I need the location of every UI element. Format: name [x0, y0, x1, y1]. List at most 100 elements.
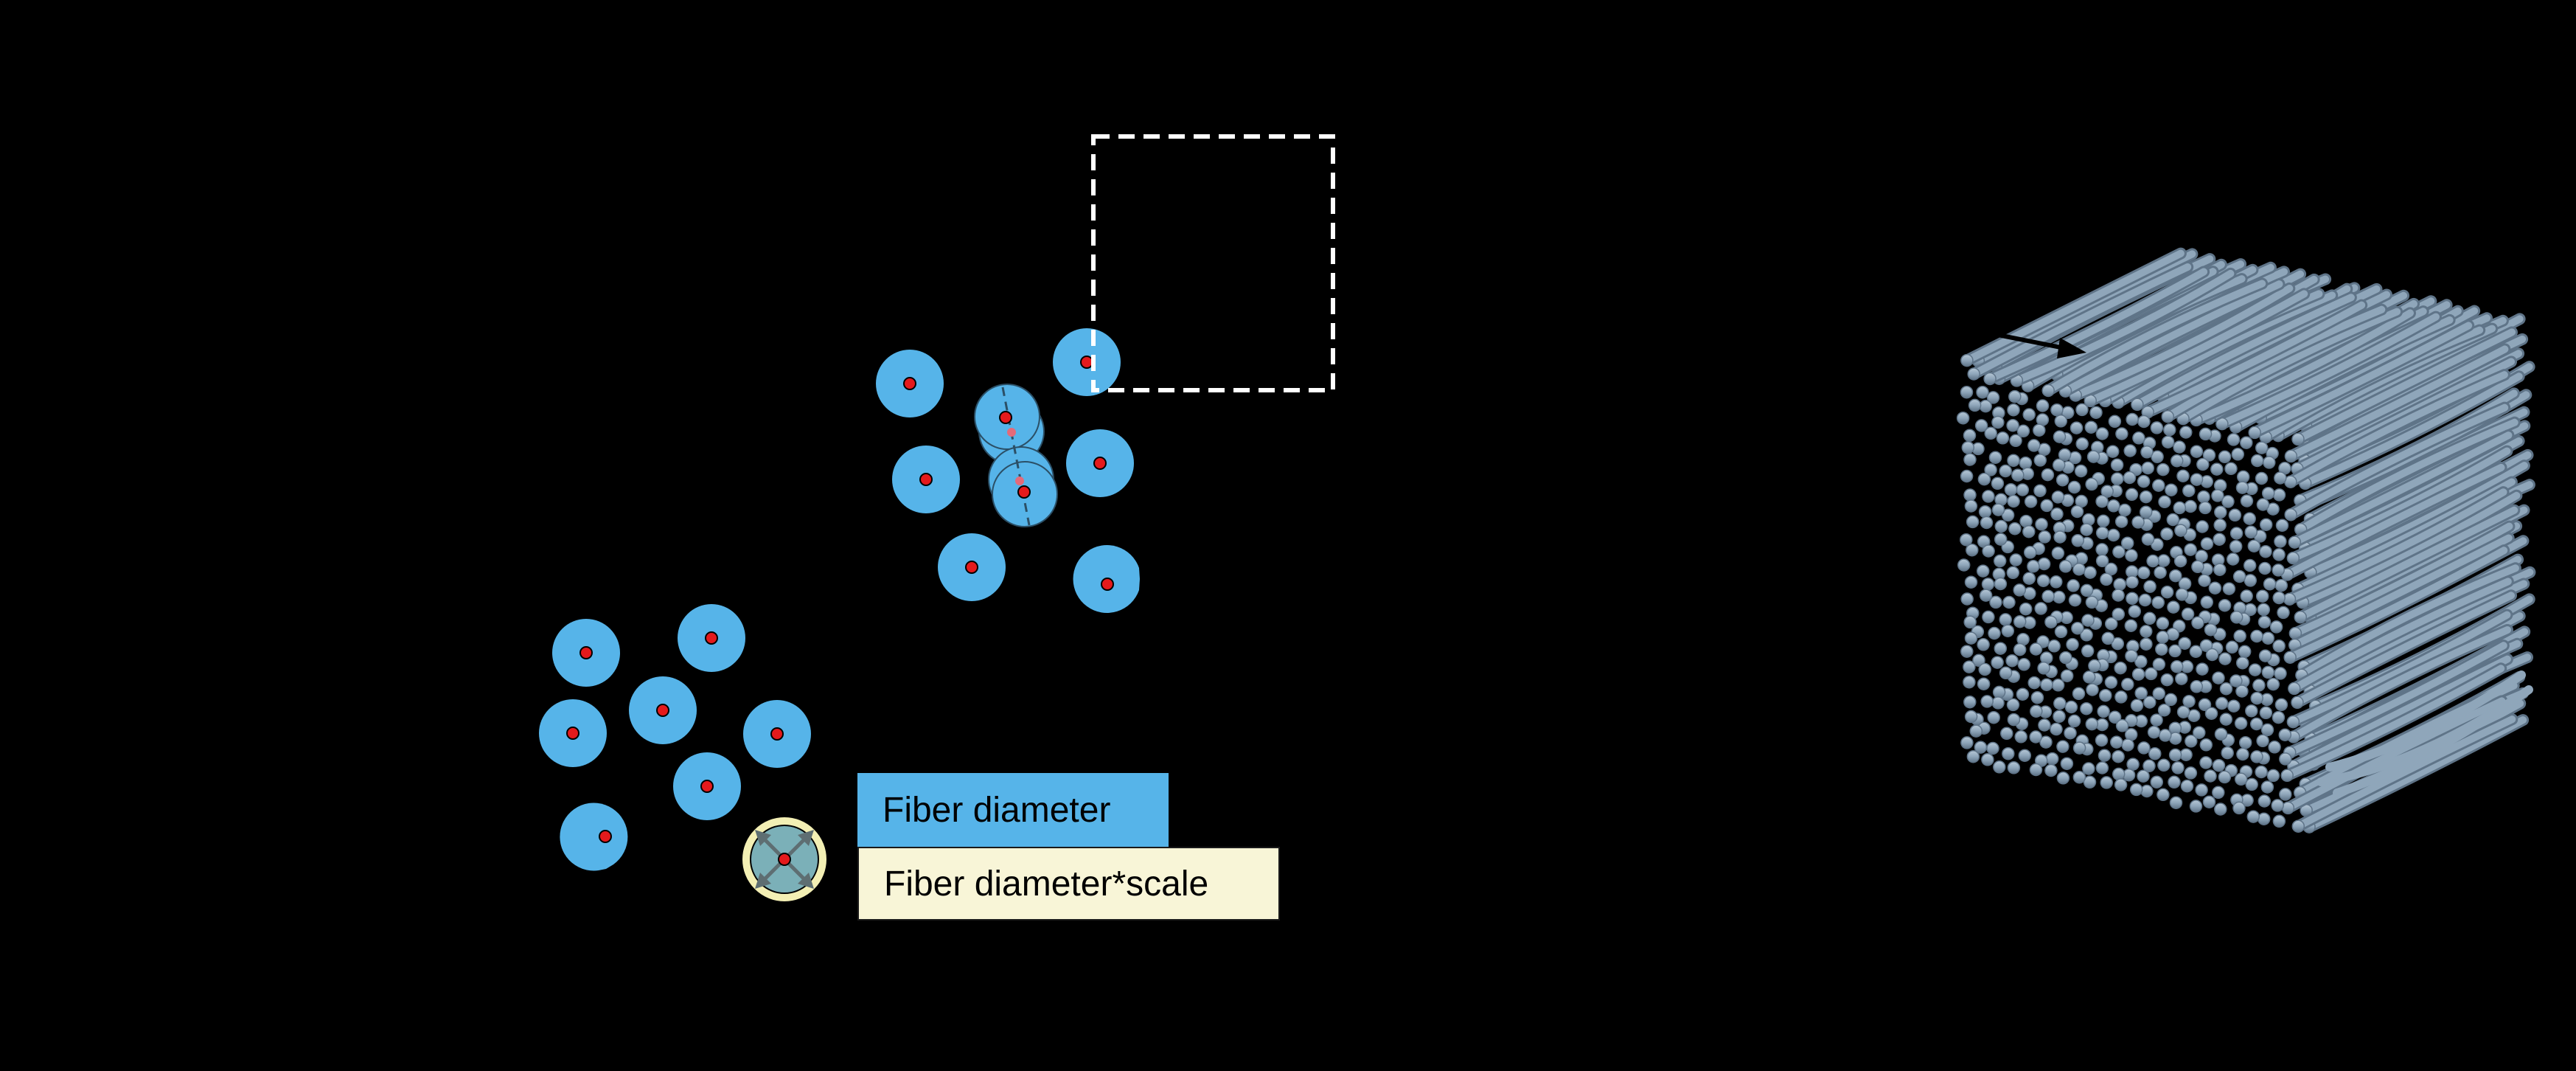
fiber-cross-section-icon	[743, 700, 811, 768]
fiber-end	[2113, 578, 2126, 591]
fiber-end	[1993, 760, 2006, 774]
fiber-end	[2030, 690, 2044, 704]
fiber-end	[2045, 752, 2059, 766]
fiber-end	[2196, 457, 2210, 471]
fiber-end	[2250, 454, 2264, 468]
fiber-end	[2151, 595, 2165, 609]
fiber-end	[2231, 448, 2245, 461]
fiber-end	[2004, 482, 2018, 496]
fiber-end	[2179, 426, 2193, 439]
fiber-end	[2200, 537, 2214, 550]
fiber-end	[2271, 799, 2284, 812]
fiber-end	[2112, 767, 2126, 781]
fiber-end	[2256, 498, 2270, 511]
fiber-end	[2111, 472, 2124, 485]
fiber-end	[2240, 494, 2254, 507]
fiber-end	[2212, 758, 2226, 772]
fiber-end	[2008, 389, 2022, 403]
fiber-end	[2259, 706, 2273, 720]
fiber-end	[1980, 695, 1994, 708]
fiber-rod-highlight	[2294, 592, 2515, 707]
fiber-end	[2235, 481, 2249, 494]
fiber-end	[2199, 427, 2213, 441]
fiber-end	[2054, 625, 2068, 639]
upper-fiber-cluster	[876, 328, 1140, 613]
fiber-end	[2037, 662, 2050, 675]
fiber-end	[2125, 649, 2138, 662]
fiber-end	[2072, 741, 2086, 755]
fiber-end	[2272, 591, 2286, 605]
fiber-end	[2141, 461, 2155, 475]
fiber-end	[2029, 642, 2043, 656]
fiber-end	[2082, 670, 2096, 684]
fiber-end	[2069, 421, 2084, 434]
fiber-end	[2067, 714, 2081, 728]
fiber-end	[2143, 696, 2156, 709]
fiber-end	[2252, 679, 2266, 692]
fiber-end	[2027, 439, 2041, 452]
fiber-rod-highlight	[1963, 249, 2185, 364]
fiber-end	[2080, 628, 2093, 642]
fiber-end	[2260, 780, 2274, 794]
fiber-end	[2250, 750, 2263, 763]
fiber-end	[2131, 668, 2145, 681]
fiber-end	[2029, 763, 2043, 777]
fiber-end	[1967, 367, 1980, 381]
legend-fiber-diameter-label: Fiber diameter	[883, 790, 1111, 830]
fiber-end	[2085, 595, 2099, 609]
fiber-end	[1963, 429, 1977, 443]
fiber-end	[2033, 484, 2047, 497]
fiber-rod-highlight	[2297, 506, 2518, 621]
fiber-end	[2050, 722, 2063, 736]
fiber-end	[1972, 654, 1985, 668]
fiber-end	[2053, 710, 2066, 723]
fiber-rod-highlight	[2286, 371, 2508, 486]
fiber-cross-section-icon	[539, 699, 607, 767]
fiber-end	[2082, 762, 2095, 775]
fiber-end	[2139, 505, 2153, 519]
fiber-end	[2130, 699, 2144, 713]
fiber-end	[2104, 562, 2118, 576]
fiber-end	[2108, 415, 2122, 429]
fiber-end	[2041, 589, 2055, 603]
fiber-end	[2259, 544, 2272, 558]
fiber-end	[2110, 458, 2124, 471]
fiber-end	[1956, 411, 1970, 425]
fiber-end	[2227, 433, 2241, 446]
fiber-end	[2244, 525, 2258, 539]
fiber-end	[2036, 399, 2050, 412]
fiber-end	[2095, 543, 2109, 556]
fiber-end	[2053, 530, 2067, 544]
fiber-rod-highlight	[2133, 294, 2355, 409]
fiber-end	[2139, 490, 2153, 504]
fiber-end	[2272, 548, 2286, 561]
fiber-end	[2126, 758, 2140, 771]
fiber-end	[2075, 403, 2089, 417]
fiber-end	[2114, 778, 2128, 791]
fiber-end	[2178, 637, 2191, 650]
fiber-end	[2170, 454, 2184, 468]
fiber-end	[2257, 812, 2271, 825]
fiber-end	[2022, 524, 2036, 538]
fiber-end	[2024, 495, 2038, 508]
fiber-end	[1983, 372, 1997, 386]
fiber-end	[2075, 437, 2089, 451]
fiber-end	[1999, 666, 2013, 680]
fiber-end	[2190, 445, 2204, 458]
fiber-end	[2080, 583, 2094, 597]
fiber-end	[2148, 746, 2162, 760]
fiber-cross-section-icon	[629, 676, 697, 744]
fiber-end	[2006, 566, 2020, 580]
fiber-end	[2221, 495, 2235, 508]
fiber-end	[2245, 777, 2258, 791]
fiber-end	[2005, 654, 2019, 668]
fiber-end	[2157, 554, 2171, 567]
fiber-end	[2047, 640, 2061, 653]
fiber-end	[2137, 415, 2151, 429]
fiber-end	[2019, 456, 2033, 470]
fiber-cross-section-icon	[876, 350, 944, 417]
fiber-end	[1991, 415, 2005, 429]
fiber-end	[2179, 748, 2193, 761]
fiber-end	[1976, 564, 1990, 578]
fiber-end	[2185, 735, 2198, 748]
